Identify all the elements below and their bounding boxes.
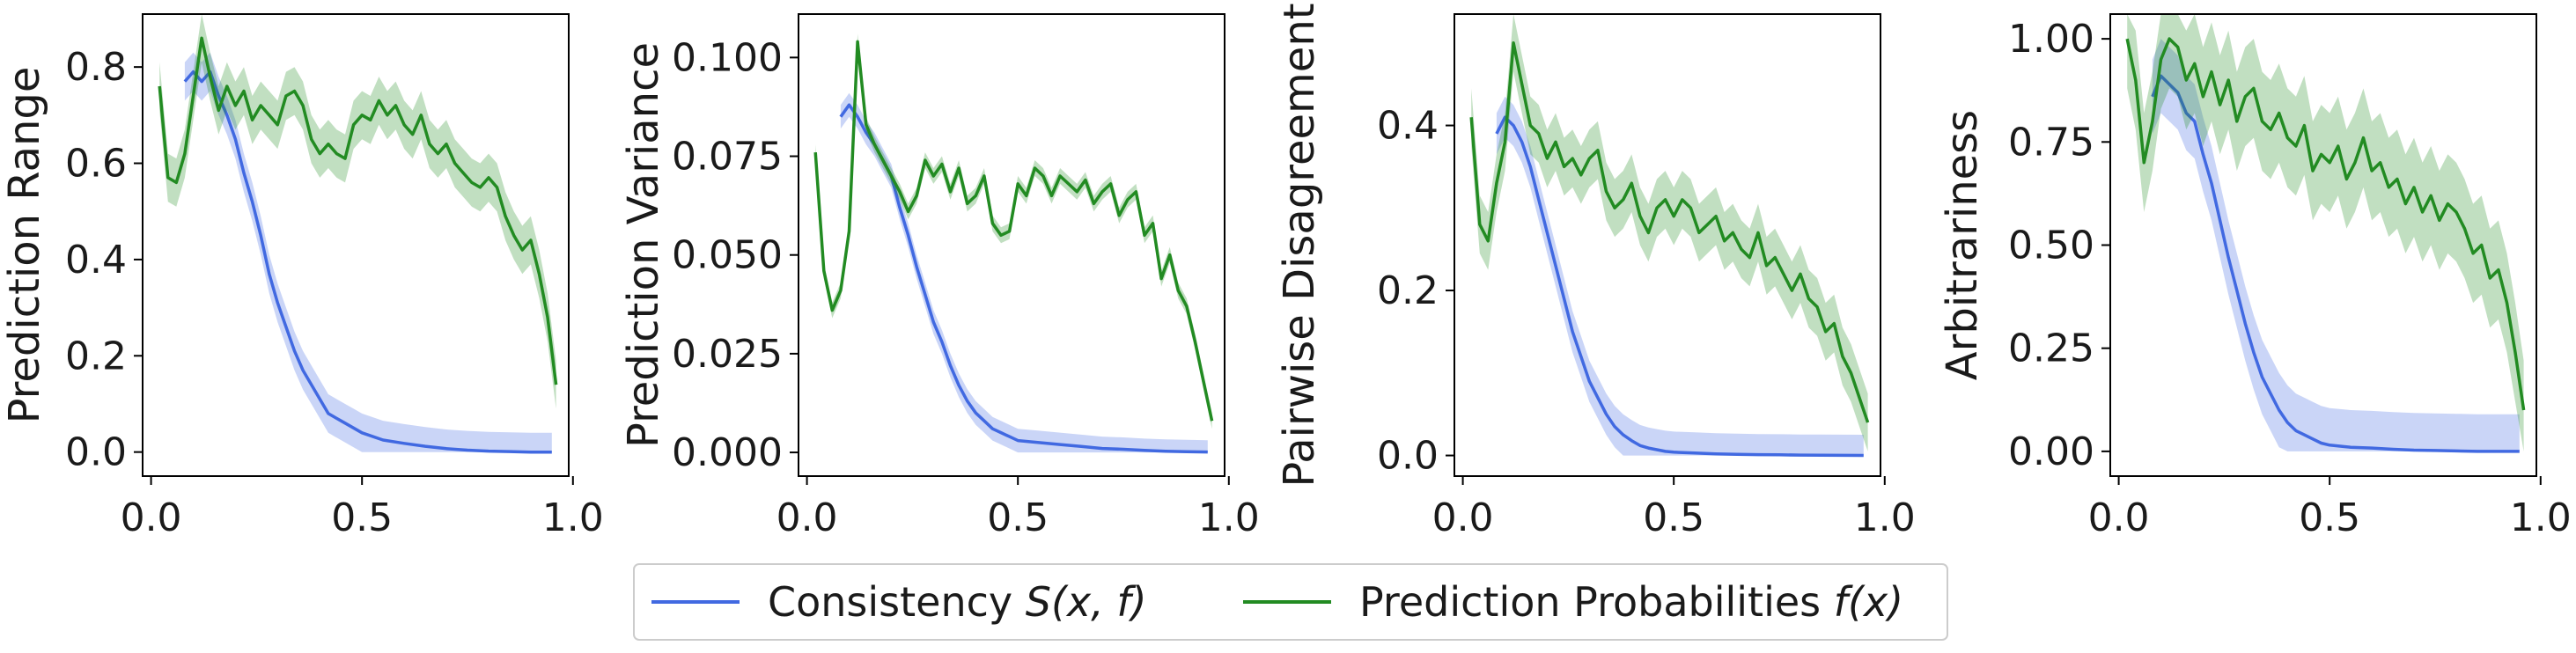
band-consistency <box>2152 39 2520 451</box>
y-tick-label: 0.0 <box>1377 434 1439 479</box>
series-line-probabilities <box>2125 37 2526 411</box>
y-tick-label: 0.6 <box>65 142 127 187</box>
band-consistency <box>840 92 1208 453</box>
series-line-consistency <box>2151 74 2520 453</box>
x-tick-label: 0.5 <box>2299 495 2360 540</box>
y-tick-label: 0.00 <box>2008 429 2094 474</box>
y-tick-label: 0.2 <box>65 334 127 378</box>
y-axis-label: Arbitrariness <box>1938 110 1987 380</box>
series-line-probabilities <box>1469 41 1870 423</box>
x-tick-label: 1.0 <box>1198 495 1260 540</box>
y-axis-label: Pairwise Disagreement <box>1275 3 1324 487</box>
series-line-probabilities <box>158 36 558 385</box>
band-probabilities <box>159 14 556 409</box>
y-tick-label: 0.8 <box>65 45 127 90</box>
x-tick-label: 0.0 <box>121 495 182 540</box>
band-probabilities <box>815 33 1212 429</box>
y-tick-label: 0.4 <box>65 238 127 282</box>
y-tick-label: 0.25 <box>2008 326 2094 371</box>
x-tick-label: 0.5 <box>1643 495 1704 540</box>
y-axis-label: Prediction Range <box>0 67 49 424</box>
x-tick-label: 1.0 <box>2510 495 2572 540</box>
y-tick-label: 0.4 <box>1377 104 1439 149</box>
y-tick-label: 0.075 <box>672 135 783 180</box>
legend-label-probabilities: Prediction Probabilities f(x) <box>1359 578 1903 626</box>
chart-panel-3: 0.0 0.5 1.0 0.0 0.2 0.4 Pairwise Disagreement <box>1275 3 1916 540</box>
band-probabilities <box>2127 14 2524 451</box>
series-line-consistency <box>183 70 552 454</box>
legend-label-consistency: Consistency S(x, f) <box>768 578 1147 626</box>
y-tick-label: 0.100 <box>672 35 783 80</box>
y-tick-label: 0.50 <box>2008 224 2094 268</box>
y-tick-label: 0.0 <box>65 430 127 475</box>
x-tick-label: 0.5 <box>987 495 1049 540</box>
series-line-probabilities <box>813 40 1214 422</box>
y-axis-label: Prediction Variance <box>619 42 668 448</box>
plot-frame <box>798 13 1225 477</box>
legend: Consistency S(x, f) Prediction Probabili… <box>633 563 1948 641</box>
y-tick-label: 0.050 <box>672 233 783 278</box>
chart-panel-2: 0.0 0.5 1.0 0.000 0.025 0.050 0.075 0.100Predic… <box>619 13 1260 540</box>
x-tick-label: 1.0 <box>1854 495 1916 540</box>
band-consistency <box>1496 96 1864 456</box>
series-line-consistency <box>839 103 1208 454</box>
y-tick-label: 0.2 <box>1377 268 1439 313</box>
x-tick-label: 1.0 <box>542 495 604 540</box>
y-tick-label: 1.00 <box>2008 17 2094 62</box>
chart-panel-4: 0.0 0.5 1.0 0.00 0.25 0.50 0.75 1.00 Arbitrarine… <box>1938 13 2572 540</box>
band-consistency <box>184 52 552 452</box>
plot-frame <box>1454 13 1881 477</box>
plot-frame <box>142 13 570 477</box>
chart-panel-1: 0.0 0.5 1.0 0.0 0.2 0.4 0.6 0.8 Prediction Range <box>0 13 604 540</box>
x-tick-label: 0.0 <box>776 495 838 540</box>
chart-panels: 0.0 0.5 1.0 0.0 0.2 0.4 0.6 0.8 Prediction Range… <box>0 3 2572 540</box>
y-tick-label: 0.000 <box>672 430 783 475</box>
y-tick-label: 0.75 <box>2008 120 2094 165</box>
x-tick-label: 0.0 <box>2088 495 2150 540</box>
x-tick-label: 0.5 <box>331 495 393 540</box>
x-tick-label: 0.0 <box>1432 495 1494 540</box>
band-probabilities <box>1471 14 1868 451</box>
y-tick-label: 0.025 <box>672 332 783 377</box>
series-line-consistency <box>1495 115 1864 458</box>
